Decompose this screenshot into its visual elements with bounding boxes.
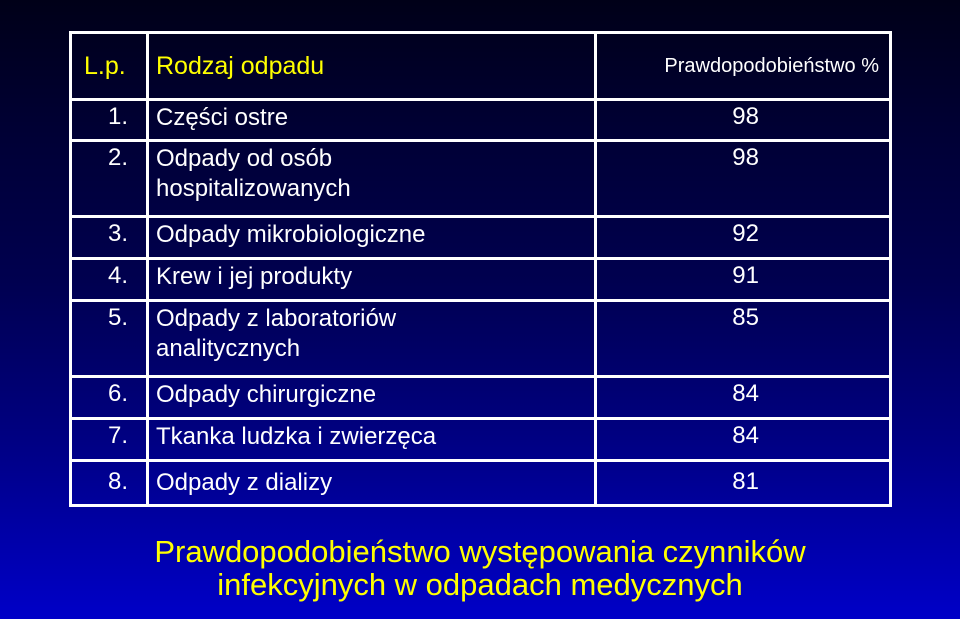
- table-row: 6. Odpady chirurgiczne 84: [69, 375, 892, 420]
- row-probability: 84: [594, 417, 892, 462]
- header-waste-type: Rodzaj odpadu: [146, 31, 597, 101]
- waste-probability-table: L.p. Rodzaj odpadu Prawdopodobieństwo % …: [69, 31, 892, 507]
- row-number: 7.: [69, 417, 149, 462]
- row-probability: 98: [594, 98, 892, 142]
- row-waste-type: Odpady od osób hospitalizowanych: [146, 139, 597, 218]
- table-row: 1. Części ostre 98: [69, 98, 892, 142]
- row-waste-type: Części ostre: [146, 98, 597, 142]
- row-number: 3.: [69, 215, 149, 260]
- row-waste-type: Tkanka ludzka i zwierzęca: [146, 417, 597, 462]
- row-probability: 85: [594, 299, 892, 378]
- row-probability: 91: [594, 257, 892, 302]
- table-header-row: L.p. Rodzaj odpadu Prawdopodobieństwo %: [69, 31, 892, 101]
- row-waste-type: Odpady mikrobiologiczne: [146, 215, 597, 260]
- row-probability: 81: [594, 459, 892, 507]
- table-row: 5. Odpady z laboratoriów analitycznych 8…: [69, 299, 892, 378]
- row-waste-type: Krew i jej produkty: [146, 257, 597, 302]
- caption-line-1: Prawdopodobieństwo występowania czynnikó…: [154, 534, 806, 569]
- row-number: 5.: [69, 299, 149, 378]
- row-probability: 84: [594, 375, 892, 420]
- table-row: 2. Odpady od osób hospitalizowanych 98: [69, 139, 892, 218]
- row-number: 6.: [69, 375, 149, 420]
- slide-caption: Prawdopodobieństwo występowania czynnikó…: [0, 535, 960, 601]
- row-probability: 92: [594, 215, 892, 260]
- header-probability: Prawdopodobieństwo %: [594, 31, 892, 101]
- row-number: 4.: [69, 257, 149, 302]
- row-waste-type: Odpady chirurgiczne: [146, 375, 597, 420]
- table-row: 8. Odpady z dializy 81: [69, 459, 892, 507]
- row-probability: 98: [594, 139, 892, 218]
- row-waste-type: Odpady z laboratoriów analitycznych: [146, 299, 597, 378]
- row-number: 1.: [69, 98, 149, 142]
- table-row: 4. Krew i jej produkty 91: [69, 257, 892, 302]
- row-number: 2.: [69, 139, 149, 218]
- table-row: 3. Odpady mikrobiologiczne 92: [69, 215, 892, 260]
- row-waste-type: Odpady z dializy: [146, 459, 597, 507]
- table-row: 7. Tkanka ludzka i zwierzęca 84: [69, 417, 892, 462]
- header-number: L.p.: [69, 31, 149, 101]
- caption-line-2: infekcyjnych w odpadach medycznych: [217, 567, 743, 602]
- row-number: 8.: [69, 459, 149, 507]
